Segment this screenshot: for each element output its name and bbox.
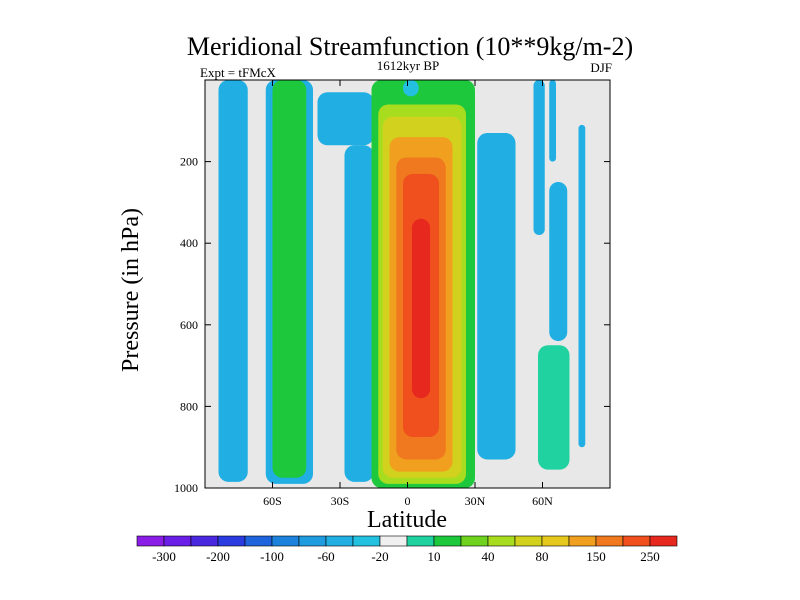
contour-northern-ferrel-cell-teal (538, 345, 570, 470)
contour-south-polar-cell-outer (218, 80, 248, 482)
y-tick-label: 1000 (174, 481, 198, 495)
contour-northern-hadley-negative-cell (477, 133, 516, 460)
y-tick-label: 200 (180, 155, 198, 169)
colorbar-swatch (298, 535, 327, 547)
colorbar-swatch (433, 535, 462, 547)
contour-northern-upper-cyan-streak-1 (533, 80, 545, 236)
y-tick-label: 400 (180, 236, 198, 250)
contour-hadley-cell-level-7 (412, 218, 430, 399)
colorbar-swatch (163, 535, 192, 547)
contour-northern-mid-cyan-streak (549, 182, 568, 342)
contour-southern-ferrel-cell-core (272, 80, 307, 478)
contour-cells (218, 80, 586, 488)
colorbar-swatch (514, 535, 543, 547)
y-tick-label: 600 (180, 318, 198, 332)
colorbar-label: -100 (260, 549, 284, 564)
colorbar-swatch (541, 535, 570, 547)
colorbar-swatch (136, 535, 165, 547)
experiment-label: Expt = tFMcX (200, 65, 277, 80)
colorbar-label: 250 (640, 549, 660, 564)
colorbar-swatch (568, 535, 597, 547)
contour-southern-hadley-negative-cell (344, 145, 374, 482)
chart-title: Meridional Streamfunction (10**9kg/m-2) (187, 32, 633, 61)
colorbar-swatch (271, 535, 300, 547)
period-label: 1612kyr BP (377, 58, 439, 73)
colorbar-swatch (622, 535, 651, 547)
x-axis-ticks: 60S 30S 0 30N 60N (263, 80, 553, 508)
y-tick-label: 800 (180, 399, 198, 413)
colorbar-swatch (217, 535, 246, 547)
colorbar-label: 10 (428, 549, 441, 564)
contour-northern-upper-cyan-streak-3 (578, 124, 586, 448)
colorbar-swatch (325, 535, 354, 547)
colorbar-swatch (244, 535, 273, 547)
contour-upper-tropics-cyan (403, 80, 419, 97)
colorbar-label: 40 (482, 549, 495, 564)
x-tick-label: 30N (465, 494, 486, 508)
x-tick-label: 60S (263, 494, 282, 508)
colorbar-swatch (352, 535, 381, 547)
x-tick-label: 30S (331, 494, 350, 508)
colorbar-swatch (487, 535, 516, 547)
colorbar-label: -200 (206, 549, 230, 564)
y-axis-label: Pressure (in hPa) (118, 208, 144, 372)
contour-northern-upper-cyan-streak-2 (549, 80, 556, 162)
colorbar-swatch (379, 535, 408, 547)
contour-upper-level-blob-south (317, 92, 374, 146)
x-tick-label: 60N (532, 494, 553, 508)
colorbar-swatch (649, 535, 678, 547)
colorbar-label: -20 (371, 549, 388, 564)
colorbar-swatch (460, 535, 489, 547)
colorbar-label: 150 (586, 549, 606, 564)
colorbar-swatch (190, 535, 219, 547)
colorbar-swatch (406, 535, 435, 547)
colorbar-label: -300 (152, 549, 176, 564)
x-axis-label: Latitude (367, 507, 447, 533)
colorbar-label: -60 (317, 549, 334, 564)
colorbar: -300 -200 -100 -60 -20 10 40 80 150 250 (136, 535, 678, 564)
colorbar-label: 80 (536, 549, 549, 564)
season-label: DJF (590, 60, 612, 75)
x-tick-label: 0 (405, 494, 411, 508)
colorbar-swatch (595, 535, 624, 547)
y-axis-ticks: 200 400 600 800 1000 (174, 155, 610, 495)
